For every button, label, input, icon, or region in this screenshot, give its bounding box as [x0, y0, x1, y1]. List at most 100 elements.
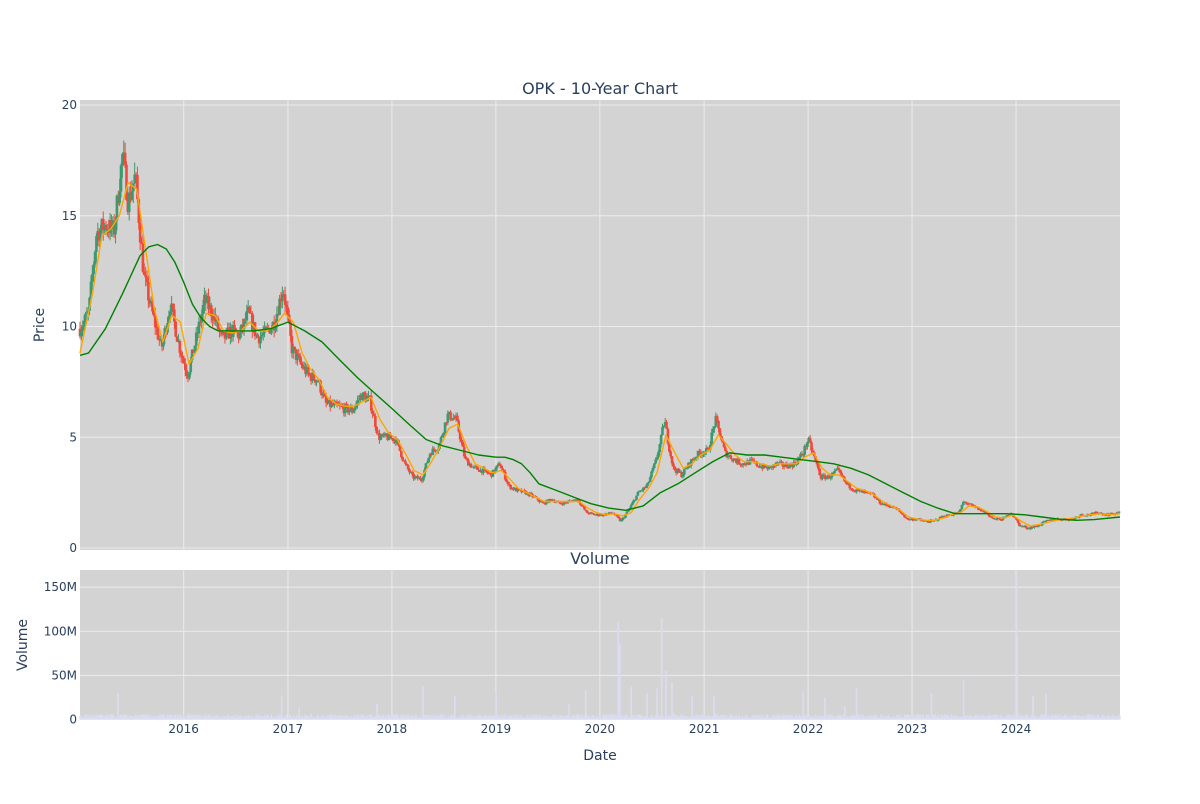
candlestick: [509, 484, 512, 491]
volume-bar: [709, 715, 711, 720]
candlestick: [487, 471, 491, 475]
candle-body: [446, 413, 450, 423]
volume-bar: [962, 679, 965, 720]
volume-bar: [821, 716, 823, 720]
volume-bar: [839, 714, 841, 720]
volume-bar: [762, 715, 764, 720]
volume-bar: [417, 717, 420, 720]
candle-body: [413, 476, 417, 479]
candle-body: [540, 501, 544, 503]
volume-bar: [113, 717, 115, 720]
volume-bar: [657, 715, 660, 720]
candle-body: [859, 490, 863, 492]
candlestick: [249, 305, 253, 314]
candlestick: [376, 430, 380, 436]
candle-body: [796, 458, 800, 465]
volume-bar: [768, 717, 770, 720]
candlestick: [486, 470, 489, 475]
volume-bar: [347, 717, 349, 720]
candle-body: [592, 513, 596, 515]
volume-bar: [413, 716, 415, 720]
candle-body: [598, 515, 601, 517]
volume-bar: [479, 715, 481, 720]
volume-bar: [1010, 715, 1013, 720]
candlestick: [744, 462, 748, 467]
candle-body: [207, 296, 210, 310]
volume-bar: [751, 716, 754, 720]
volume-bar: [780, 716, 783, 720]
candlestick: [959, 508, 962, 512]
volume-bar: [399, 717, 401, 720]
candlestick: [296, 349, 299, 366]
volume-bar: [158, 714, 161, 720]
volume-bar: [910, 717, 912, 720]
candlestick: [134, 172, 138, 188]
volume-bar: [945, 715, 947, 720]
candle-body: [410, 472, 414, 474]
volume-bar: [1080, 716, 1082, 720]
candle-body: [733, 458, 737, 461]
candlestick: [681, 472, 685, 479]
candlestick: [144, 267, 147, 287]
volume-bar: [512, 715, 514, 720]
candle-body: [785, 464, 789, 468]
volume-bar: [735, 714, 737, 720]
volume-bar: [583, 714, 585, 720]
candle-body: [588, 512, 592, 514]
volume-bar: [209, 715, 211, 720]
volume-bar: [143, 715, 145, 720]
volume-bar: [730, 714, 732, 720]
candlestick: [967, 502, 971, 506]
volume-bar: [816, 717, 818, 720]
volume-bar: [908, 715, 910, 720]
candle-body: [148, 300, 152, 304]
volume-bar: [1078, 715, 1080, 720]
volume-bar: [1039, 716, 1041, 720]
candle-body: [427, 457, 430, 463]
candle-body: [599, 514, 603, 516]
volume-bar: [187, 714, 190, 720]
volume-bar: [622, 715, 624, 720]
candlestick: [736, 456, 739, 465]
volume-bar: [91, 715, 93, 720]
volume-bar: [1118, 714, 1120, 720]
candle-body: [817, 464, 820, 469]
volume-bar: [921, 717, 923, 720]
volume-bar: [1092, 717, 1095, 720]
candle-body: [95, 236, 98, 252]
volume-bar: [842, 714, 844, 720]
candle-body: [186, 375, 190, 379]
volume-bar: [663, 715, 665, 720]
candle-body: [513, 487, 517, 490]
volume-bar: [948, 716, 950, 720]
candle-body: [874, 497, 878, 499]
candlestick: [631, 501, 634, 506]
volume-bar: [111, 714, 114, 720]
volume-bar: [108, 715, 110, 720]
candle-body: [554, 501, 558, 503]
volume-bar: [632, 714, 634, 720]
volume-bar: [708, 715, 710, 720]
candlestick: [245, 304, 249, 327]
volume-bar: [566, 715, 568, 720]
volume-bar: [129, 714, 132, 720]
volume-bar: [230, 715, 232, 720]
volume-bar: [574, 715, 576, 720]
candle-body: [358, 395, 362, 400]
volume-bar: [191, 714, 193, 720]
candle-body: [449, 411, 452, 420]
volume-bar: [704, 716, 707, 720]
candlestick: [361, 391, 365, 402]
volume-bar: [725, 715, 727, 720]
volume-bar: [169, 715, 172, 720]
candle-body: [807, 437, 811, 443]
candle-body: [877, 499, 880, 501]
volume-bar: [1116, 716, 1119, 720]
candle-body: [767, 466, 771, 470]
candle-body: [305, 367, 309, 374]
candle-body: [476, 467, 480, 471]
volume-bar: [785, 715, 787, 720]
candlestick: [971, 503, 975, 506]
candle-body: [968, 503, 972, 505]
volume-bar: [362, 714, 364, 720]
